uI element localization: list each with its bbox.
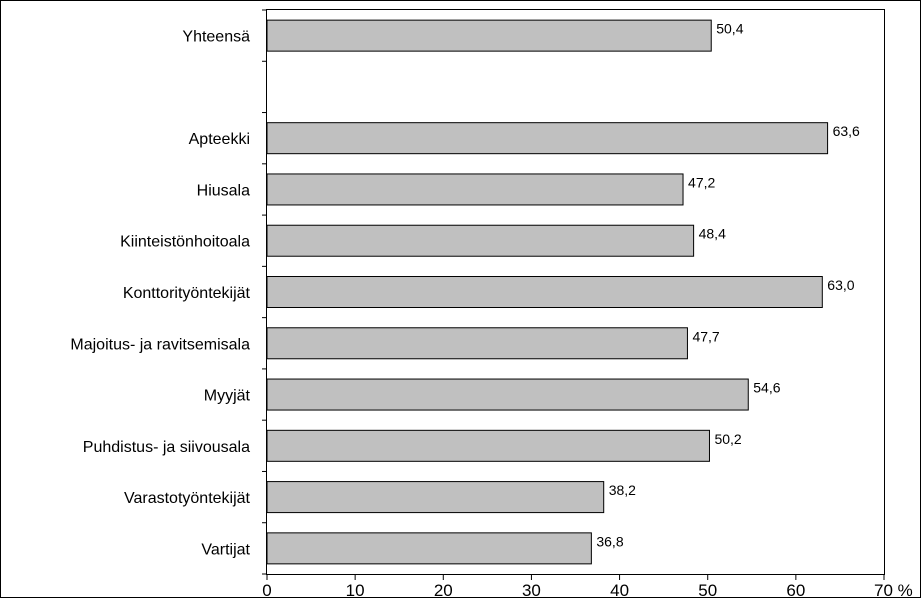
bar-apteekki [266, 122, 829, 155]
data-label: 47,7 [692, 328, 719, 344]
x-tick-label: 10 [346, 581, 365, 598]
data-label: 36,8 [596, 533, 623, 549]
bar-vartijat [266, 532, 592, 565]
bar-puhdistus-ja-siivousala [266, 429, 710, 462]
axes-group: 0 10 20 30 40 50 60 70 % [262, 9, 913, 598]
x-tick-label: 40 [610, 581, 629, 598]
category-label: Vartijat [201, 541, 250, 558]
bar-majoitus-ja-ravitsemisala [266, 327, 688, 360]
category-label: Kiinteistönhoitoala [120, 234, 250, 251]
x-tick-label: 60 [786, 581, 805, 598]
bar-konttorityöntekijät [266, 276, 823, 308]
data-label: 47,2 [688, 174, 715, 190]
category-label: Myyjät [204, 388, 251, 405]
category-label: Konttorityöntekijät [123, 285, 251, 302]
data-label: 50,2 [714, 431, 741, 447]
bars-group [266, 19, 829, 565]
bar-kiinteistönhoitoala [266, 224, 695, 257]
category-label: Majoitus- ja ravitsemisala [70, 336, 250, 353]
data-label: 38,2 [609, 482, 636, 498]
x-tick-label: 50 [698, 581, 717, 598]
category-label: Hiusala [197, 182, 250, 199]
data-label: 63,6 [833, 123, 860, 139]
x-tick-label: 0 [262, 581, 271, 598]
data-label: 50,4 [716, 21, 743, 37]
category-label: Apteekki [189, 131, 250, 148]
x-tick-label: 70 % [874, 581, 913, 598]
bar-myyjät [266, 378, 749, 411]
category-label: Yhteensä [182, 29, 250, 46]
data-label: 54,6 [753, 380, 780, 396]
plot-area [266, 9, 885, 575]
data-label: 63,0 [827, 277, 854, 293]
labels-group: Yhteensä 50,4 Apteekki 63,6 Hiusala 47,2 Kiint… [70, 21, 860, 559]
bar-varastotyöntekijät [266, 481, 605, 514]
x-tick-label: 30 [522, 581, 541, 598]
bar-hiusala [266, 173, 684, 206]
category-label: Varastotyöntekijät [124, 490, 251, 507]
data-label: 48,4 [699, 226, 726, 242]
bar-yhteensä [266, 19, 712, 52]
category-label: Puhdistus- ja siivousala [83, 439, 250, 456]
x-tick-label: 20 [434, 581, 453, 598]
